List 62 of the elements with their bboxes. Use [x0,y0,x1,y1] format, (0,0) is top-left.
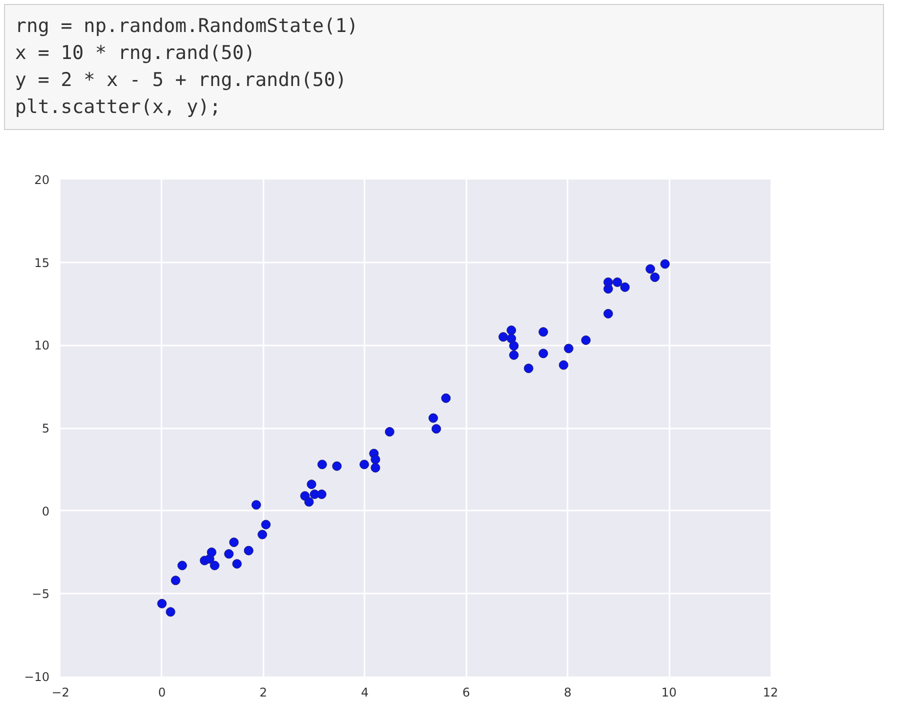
text: x = 10 * rng.rand(50) [15,41,256,66]
point [441,393,451,403]
point [177,560,187,570]
y-tick-label: 20 [34,173,50,187]
point [564,344,574,354]
point [206,548,216,557]
x-tick-label: 12 [762,686,778,700]
point [244,546,254,556]
point [620,282,630,292]
point [524,364,534,374]
point [317,460,327,470]
point [660,259,670,269]
point [316,490,326,500]
text: rng = np.random.RandomState(1) [15,14,360,39]
y-tick-label: −5 [32,587,50,602]
point [506,334,516,344]
point [170,576,180,586]
point [258,530,268,540]
point [509,350,519,360]
point [538,348,548,358]
x-tick-label: 2 [260,686,268,700]
y-tick-label: 5 [42,422,50,436]
point [428,413,438,423]
point [304,497,314,507]
point [360,460,370,470]
point [603,277,613,287]
point [157,598,167,608]
point [232,559,242,569]
point [509,341,519,351]
point [538,327,548,337]
x-tick-label: 6 [462,686,470,700]
y-tick-label: 0 [42,504,50,518]
text: plt.scatter(x, y); [15,95,222,120]
text: y = 2 * x - 5 + rng.randn(50) [15,68,348,93]
point [506,326,516,335]
x-tick-label: 8 [564,686,572,700]
x-tick-label: −2 [52,686,70,700]
y-tick-label: −10 [24,670,50,684]
point [210,560,220,570]
point [370,454,380,464]
point [370,463,380,472]
point [558,360,568,370]
point [252,500,262,510]
x-tick-label: 10 [661,686,677,700]
y-tick-label: 10 [34,338,50,353]
point [650,272,660,282]
point [646,264,656,274]
point [384,427,394,437]
point [498,332,508,342]
y-tick-label: 15 [34,256,50,270]
point [224,549,234,559]
point [166,607,176,617]
point [581,335,591,345]
point [261,520,271,530]
point [612,277,622,287]
point [432,424,442,434]
x-tick-label: 0 [158,686,166,700]
point [332,461,342,471]
point [306,480,316,490]
point [603,308,613,318]
x-tick-label: 4 [360,686,369,700]
point [229,538,239,548]
